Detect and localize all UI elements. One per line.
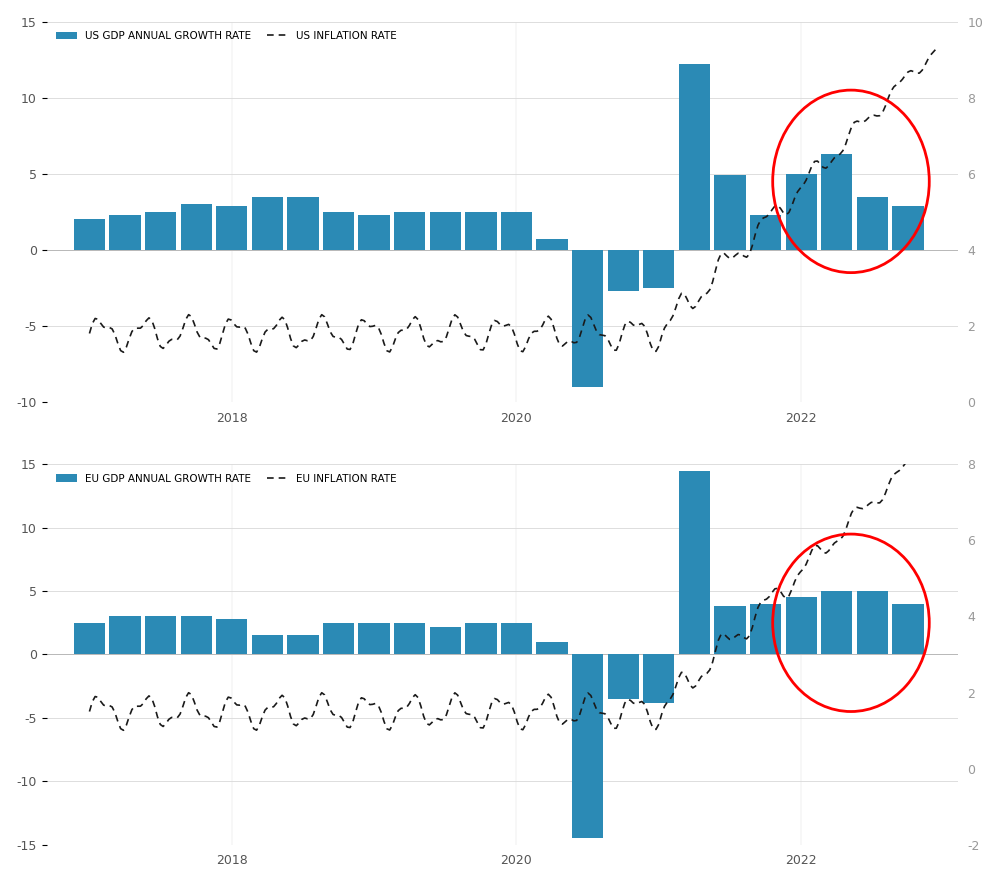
Bar — [643, 654, 674, 703]
Bar — [252, 636, 283, 654]
Bar — [572, 654, 603, 838]
Legend: EU GDP ANNUAL GROWTH RATE, EU INFLATION RATE: EU GDP ANNUAL GROWTH RATE, EU INFLATION … — [52, 469, 401, 488]
Bar — [786, 598, 817, 654]
Bar — [216, 206, 247, 250]
Bar — [358, 215, 390, 250]
Bar — [608, 654, 639, 699]
Bar — [679, 65, 710, 250]
Bar — [109, 215, 141, 250]
Bar — [857, 591, 888, 654]
Bar — [821, 591, 852, 654]
Bar — [857, 196, 888, 250]
Bar — [74, 219, 105, 250]
Bar — [892, 206, 924, 250]
Bar — [394, 623, 425, 654]
Bar — [679, 470, 710, 654]
Bar — [358, 623, 390, 654]
Bar — [501, 212, 532, 250]
Bar — [714, 606, 746, 654]
Bar — [750, 604, 781, 654]
Bar — [786, 174, 817, 250]
Bar — [145, 212, 176, 250]
Bar — [608, 250, 639, 291]
Bar — [892, 604, 924, 654]
Bar — [181, 616, 212, 654]
Bar — [430, 627, 461, 654]
Bar — [821, 154, 852, 250]
Bar — [394, 212, 425, 250]
Bar — [465, 212, 497, 250]
Bar — [536, 240, 568, 250]
Bar — [572, 250, 603, 386]
Bar — [714, 175, 746, 250]
Bar — [750, 215, 781, 250]
Legend: US GDP ANNUAL GROWTH RATE, US INFLATION RATE: US GDP ANNUAL GROWTH RATE, US INFLATION … — [52, 27, 401, 45]
Bar — [323, 623, 354, 654]
Bar — [536, 642, 568, 654]
Bar — [74, 623, 105, 654]
Bar — [287, 636, 319, 654]
Bar — [216, 619, 247, 654]
Bar — [181, 204, 212, 250]
Bar — [145, 616, 176, 654]
Bar — [252, 196, 283, 250]
Bar — [501, 623, 532, 654]
Bar — [287, 196, 319, 250]
Bar — [465, 623, 497, 654]
Bar — [643, 250, 674, 288]
Bar — [323, 212, 354, 250]
Bar — [109, 616, 141, 654]
Bar — [430, 212, 461, 250]
